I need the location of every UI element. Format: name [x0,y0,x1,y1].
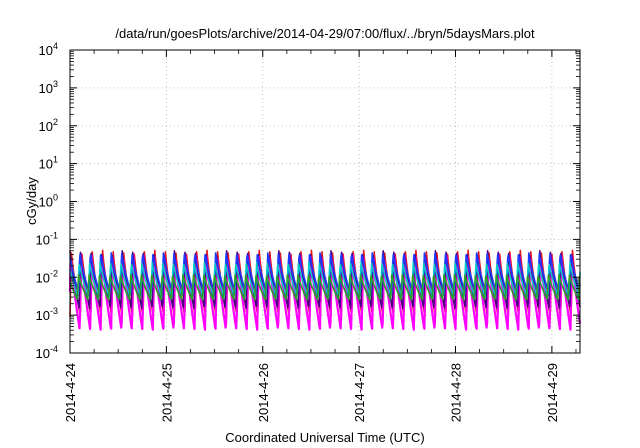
x-axis-label: Coordinated Universal Time (UTC) [225,430,424,445]
y-tick-label: 101 [39,155,58,172]
x-tick-label: 2014-4-27 [352,363,367,422]
series-layer [68,249,582,331]
y-axis-ticks: 10-4 10-3 10-2 10-1 100 101 102 103 104 [36,41,580,361]
x-tick-label: 2014-4-28 [449,363,464,422]
x-tick-label: 2014-4-29 [545,363,560,422]
y-tick-label: 100 [39,193,58,210]
x-tick-label: 2014-4-26 [256,363,271,422]
y-tick-label: 103 [39,79,58,96]
y-tick-label: 104 [39,41,58,58]
x-tick-label: 2014-4-25 [159,363,174,422]
y-tick-label: 10-2 [36,268,58,285]
chart-title: /data/run/goesPlots/archive/2014-04-29/0… [115,26,535,41]
x-axis-ticks: 2014-4-24 2014-4-25 2014-4-26 2014-4-27 2014… [63,50,577,422]
x-tick-label: 2014-4-24 [63,363,78,422]
grid-lines [69,50,580,353]
y-tick-label: 10-3 [36,306,58,323]
y-tick-label: 10-1 [36,230,58,247]
y-tick-label: 10-4 [36,344,58,361]
series-line [69,274,581,301]
y-axis-label: cGy/day [24,177,39,225]
y-tick-label: 102 [39,117,58,134]
